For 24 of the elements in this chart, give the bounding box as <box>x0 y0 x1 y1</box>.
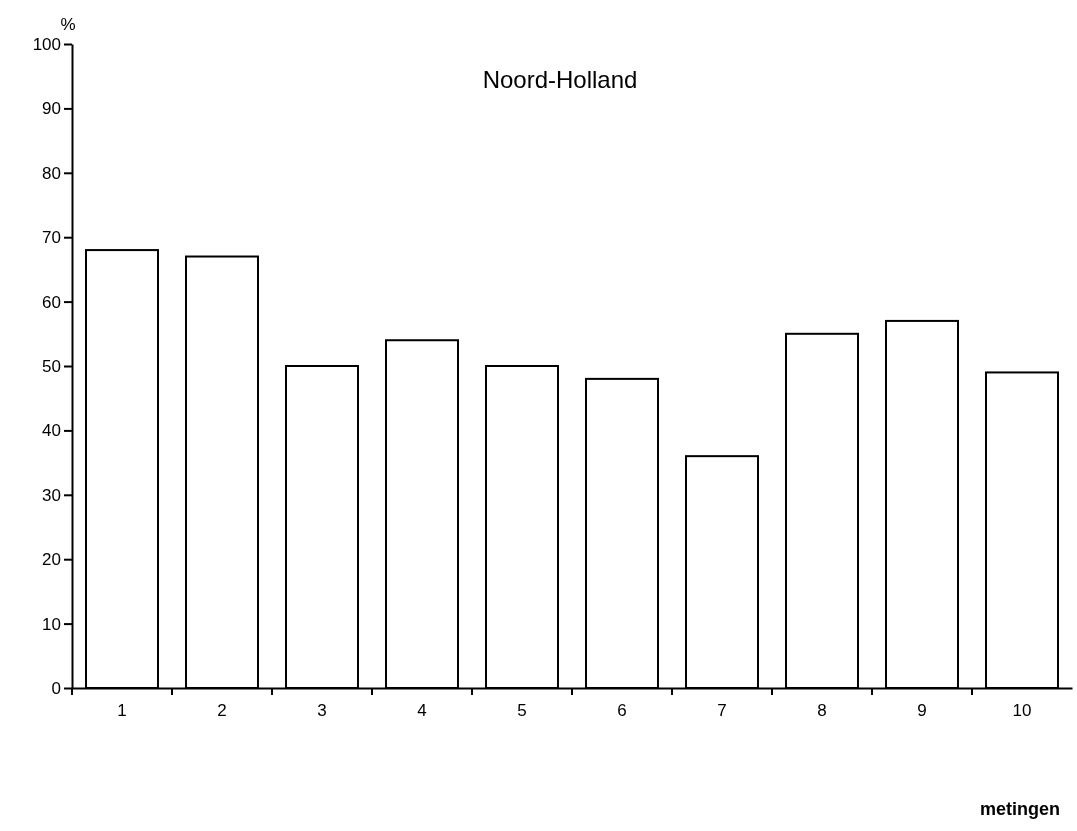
y-tick-label: 30 <box>42 485 61 505</box>
y-tick-label: 10 <box>42 614 61 634</box>
y-tick-label: 50 <box>42 356 61 376</box>
y-tick-label: 20 <box>42 550 61 570</box>
x-tick-label: 4 <box>417 701 427 721</box>
y-tick-label: 0 <box>51 678 61 698</box>
y-tick-label: 40 <box>42 421 61 441</box>
text: Noord-Holland <box>482 66 638 93</box>
y-tick-label: 90 <box>42 99 61 119</box>
x-tick-label: 10 <box>1012 701 1032 721</box>
y-tick-label: 80 <box>42 163 61 183</box>
x-tick-label: 1 <box>117 701 127 721</box>
y-tick-label: 60 <box>42 292 61 312</box>
y-tick-label: 70 <box>42 228 61 248</box>
y-tick-label: 100 <box>32 34 61 54</box>
y-axis-title: % <box>60 15 76 34</box>
x-tick-label: 9 <box>917 701 927 721</box>
x-tick-label: 7 <box>717 701 727 721</box>
x-axis-title: metingen <box>979 799 1060 819</box>
x-tick-label: 5 <box>517 701 527 721</box>
x-tick-label: 8 <box>817 701 827 721</box>
x-tick-label: 2 <box>217 701 227 721</box>
x-tick-label: 6 <box>617 701 627 721</box>
x-tick-label: 3 <box>317 701 327 721</box>
